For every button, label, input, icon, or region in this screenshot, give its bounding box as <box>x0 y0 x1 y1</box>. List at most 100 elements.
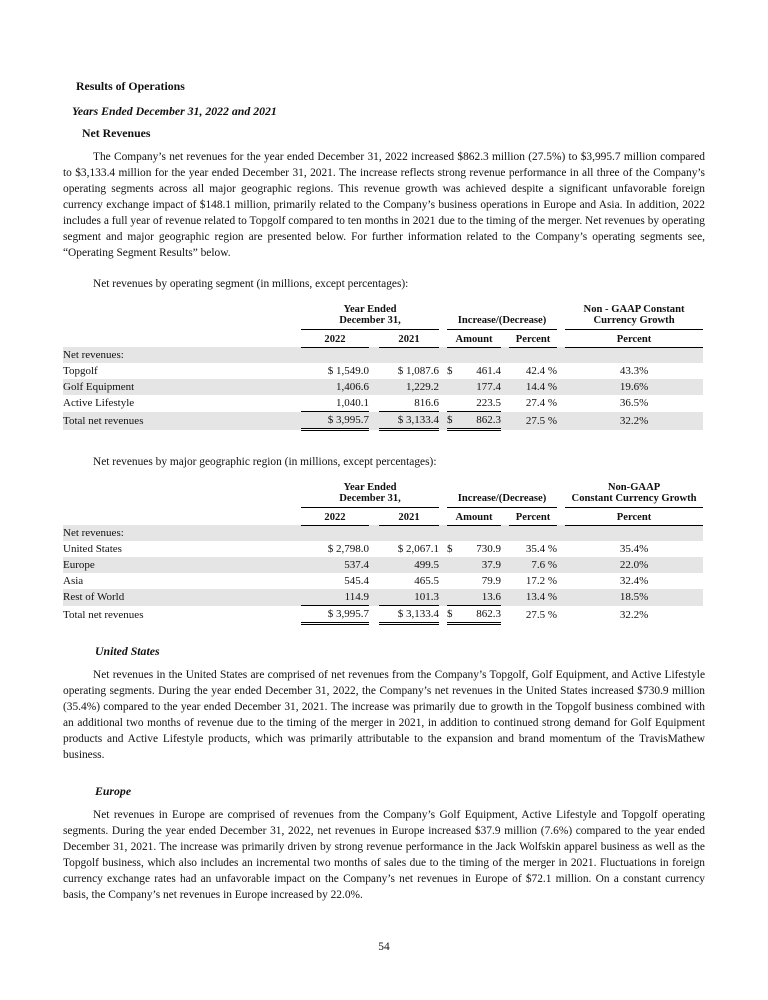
gap-cell <box>369 507 379 525</box>
value-2022: 537.4 <box>301 557 369 573</box>
table-row-asia: Asia 545.4 465.5 79.9 17.2 % 32.4% <box>63 573 703 589</box>
gap-cell <box>439 347 448 363</box>
total-2022: $ 3,995.7 <box>301 411 369 431</box>
gap-cell <box>557 541 565 557</box>
col-percent: Percent <box>509 329 558 348</box>
value-percent: 7.6 % <box>509 557 558 573</box>
gap-cell <box>557 347 566 363</box>
table-total-row: Total net revenues $ 3,995.7 $ 3,133.4 $… <box>63 411 704 431</box>
gap-cell <box>439 395 447 412</box>
gap-cell <box>369 329 379 347</box>
amount-value: 730.9 <box>476 542 502 555</box>
gap-cell <box>509 525 558 541</box>
value-amount: 177.4 <box>447 379 502 395</box>
value-cc-percent: 22.0% <box>565 557 704 573</box>
amount-value: 862.3 <box>476 413 502 426</box>
gap-cell <box>501 395 509 412</box>
gap-cell <box>301 525 369 541</box>
gap-cell <box>501 507 509 525</box>
amount-value: 177.4 <box>476 380 502 393</box>
gap-cell <box>439 411 448 430</box>
gap-cell <box>369 379 379 395</box>
gap-cell <box>557 606 565 624</box>
gap-cell <box>557 363 565 379</box>
table-row-europe: Europe 537.4 499.5 37.9 7.6 % 22.0% <box>63 557 704 573</box>
gap-cell <box>557 573 565 589</box>
amount-value: 862.3 <box>476 607 502 620</box>
value-2021: 816.6 <box>379 395 440 412</box>
gap-cell <box>439 507 447 525</box>
total-cc-percent: 32.2% <box>565 411 704 430</box>
value-amount: $730.9 <box>447 541 501 557</box>
value-2021: 1,229.2 <box>379 379 440 395</box>
row-label: Rest of World <box>63 589 301 606</box>
table1-caption: Net revenues by operating segment (in mi… <box>93 278 409 290</box>
value-cc-percent: 19.6% <box>565 379 704 395</box>
intro-paragraph: The Company’s net revenues for the year … <box>63 151 705 259</box>
gap-cell <box>501 379 510 395</box>
row-label: United States <box>63 542 122 555</box>
gap-cell <box>301 347 369 363</box>
section-row: Net revenues: <box>63 525 704 541</box>
gap-cell <box>501 541 509 557</box>
gap-cell <box>439 363 447 379</box>
table-column-label-row: 2022 2021 Amount Percent Percent <box>63 507 704 526</box>
row-label: Europe <box>63 557 301 573</box>
total-label: Total net revenues <box>63 609 144 621</box>
value-2022: 545.4 <box>344 574 369 587</box>
value-percent: 42.4 % <box>525 364 558 377</box>
value-percent: 13.4 % <box>509 589 558 606</box>
gap-cell <box>369 573 379 589</box>
gap-cell <box>439 606 447 624</box>
page-number: 54 <box>378 941 390 953</box>
value-2021: 101.3 <box>379 589 440 606</box>
total-2021: $ 3,133.4 <box>379 605 440 625</box>
subheading-net-revenues: Net Revenues <box>82 126 151 140</box>
amount-value: 223.5 <box>476 396 502 409</box>
row-label: Asia <box>63 574 84 587</box>
col-cc-percent: Percent <box>565 507 704 526</box>
gap-cell <box>439 573 447 589</box>
table-row-rest-of-world: Rest of World 114.9 101.3 13.6 13.4 % 18… <box>63 589 704 606</box>
gap-cell <box>501 347 510 363</box>
gap-cell <box>557 379 566 395</box>
gap-cell <box>379 347 440 363</box>
gap-cell <box>379 525 440 541</box>
table-row-united-states: United States $ 2,798.0 $ 2,067.1 $730.9… <box>63 541 703 557</box>
value-2022: $ 1,549.0 <box>327 364 369 377</box>
value-2022: 1,406.6 <box>301 379 369 395</box>
gap-cell <box>501 589 510 606</box>
gap-cell <box>439 302 447 329</box>
subheading-united-states: United States <box>95 644 160 658</box>
value-2022: 114.9 <box>301 589 369 606</box>
dollar-sign: $ <box>447 542 453 555</box>
col-amount: Amount <box>447 507 502 526</box>
gap-cell <box>369 606 379 624</box>
gap-cell <box>565 525 704 541</box>
europe-paragraph: Net revenues in Europe are comprised of … <box>63 809 705 901</box>
gap-cell <box>369 589 379 606</box>
col-2022: 2022 <box>301 507 369 526</box>
gap-cell <box>439 589 448 606</box>
non-gaap-header: Non - GAAP Constant Currency Growth <box>565 302 704 330</box>
table-total-row: Total net revenues $ 3,995.7 $ 3,133.4 $… <box>63 605 703 625</box>
table-row-topgolf: Topgolf $ 1,549.0 $ 1,087.6 $461.4 42.4 … <box>63 363 703 379</box>
value-cc-percent: 36.5% <box>619 397 649 409</box>
table2-caption: Net revenues by major geographic region … <box>93 456 437 468</box>
gap-cell <box>557 507 565 525</box>
subheading-years-ended: Years Ended December 31, 2022 and 2021 <box>72 104 277 118</box>
col-2021: 2021 <box>379 507 440 526</box>
year-ended-header: Year Ended December 31, <box>301 480 440 508</box>
united-states-paragraph: Net revenues in the United States are co… <box>63 669 705 761</box>
value-percent: 27.4 % <box>525 397 558 409</box>
gap-cell <box>369 395 379 412</box>
value-cc-percent: 43.3% <box>619 364 649 377</box>
value-2021: 465.5 <box>414 574 440 587</box>
total-label: Total net revenues <box>63 411 301 430</box>
gap-cell <box>501 411 510 430</box>
increase-decrease-header: Increase/(Decrease) <box>447 480 558 508</box>
col-percent: Percent <box>509 507 558 526</box>
row-label: Golf Equipment <box>63 379 301 395</box>
gap-cell <box>501 329 509 347</box>
